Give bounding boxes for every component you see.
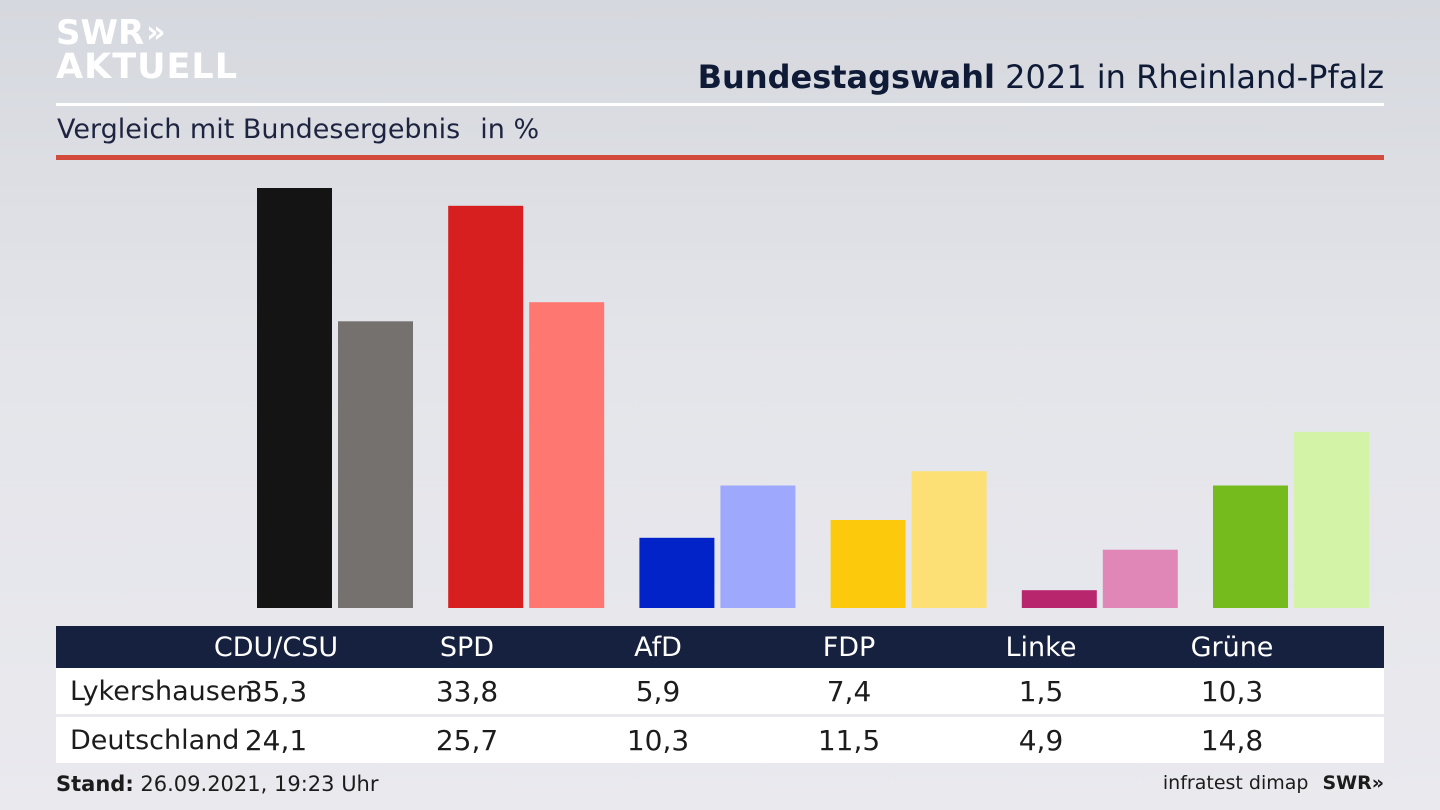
value-cell: 14,8	[1200, 723, 1264, 757]
value-cell: 5,9	[635, 674, 681, 708]
swr-aktuell-logo: SWR» AKTUELL	[56, 16, 238, 85]
table-header: CDU/CSU SPD AfD FDP Linke Grüne	[56, 626, 1384, 668]
bar-chart	[257, 188, 1369, 609]
bar-afd-deutschland	[720, 485, 796, 608]
header-cell: FDP	[822, 631, 876, 663]
swr-brand-icon: SWR»	[1322, 772, 1384, 794]
results-table: CDU/CSU SPD AfD FDP Linke Grüne Lykershausen …	[56, 626, 1384, 763]
unit-label: in %	[480, 114, 540, 145]
value-cell: 10,3	[626, 723, 690, 757]
table-row-lykershausen: Lykershausen 35,3 33,8 5,9 7,4 1,5 10,3	[56, 668, 1384, 714]
row-label: Deutschland	[70, 724, 240, 756]
page-title: Bundestagswahl 2021 in Rheinland-Pfalz	[698, 58, 1384, 96]
bar-linke-lykershausen	[1021, 590, 1097, 608]
logo-aktuell-text: AKTUELL	[56, 47, 239, 87]
divider-red	[56, 155, 1384, 160]
header-cell: Grüne	[1190, 631, 1274, 663]
value-cell: 4,9	[1018, 723, 1064, 757]
title-bold: Bundestagswahl	[697, 58, 995, 96]
value-cell: 33,8	[435, 674, 499, 708]
bar-grüne-lykershausen	[1213, 485, 1288, 608]
subtitle-text: Vergleich mit Bundesergebnis	[57, 114, 461, 145]
header-cell: AfD	[634, 631, 682, 663]
value-cell: 10,3	[1200, 674, 1264, 708]
subtitle: Vergleich mit Bundesergebnis in %	[57, 114, 539, 145]
source-credit: infratest dimap SWR»	[1163, 772, 1384, 794]
bar-cdu-csu-lykershausen	[257, 188, 332, 608]
source-text: infratest dimap	[1162, 772, 1309, 794]
value-cell: 1,5	[1018, 674, 1064, 708]
bar-fdp-lykershausen	[830, 520, 906, 608]
bar-fdp-deutschland	[911, 471, 987, 608]
bar-spd-lykershausen	[448, 205, 524, 609]
title-rest: 2021 in Rheinland-Pfalz	[1005, 58, 1384, 96]
row-label: Lykershausen	[70, 675, 254, 707]
table-row-deutschland: Deutschland 24,1 25,7 10,3 11,5 4,9 14,8	[56, 717, 1384, 763]
bar-grüne-deutschland	[1294, 431, 1369, 608]
value-cell: 35,3	[244, 674, 308, 708]
bar-cdu-csu-deutschland	[338, 321, 413, 608]
stand-label: Stand:	[56, 772, 134, 796]
header-cell: SPD	[439, 631, 495, 663]
header-cell: CDU/CSU	[213, 631, 339, 663]
bar-afd-lykershausen	[639, 537, 715, 608]
bar-linke-deutschland	[1102, 549, 1178, 608]
value-cell: 11,5	[817, 723, 881, 757]
header-cell: Linke	[1005, 631, 1077, 663]
bar-spd-deutschland	[529, 302, 605, 608]
stand-value: 26.09.2021, 19:23 Uhr	[140, 772, 379, 796]
logo-swr-text: SWR	[56, 13, 145, 53]
value-cell: 25,7	[435, 723, 499, 757]
value-cell: 7,4	[826, 674, 872, 708]
value-cell: 24,1	[244, 723, 308, 757]
timestamp: Stand: 26.09.2021, 19:23 Uhr	[56, 772, 379, 796]
divider-white	[56, 103, 1384, 106]
